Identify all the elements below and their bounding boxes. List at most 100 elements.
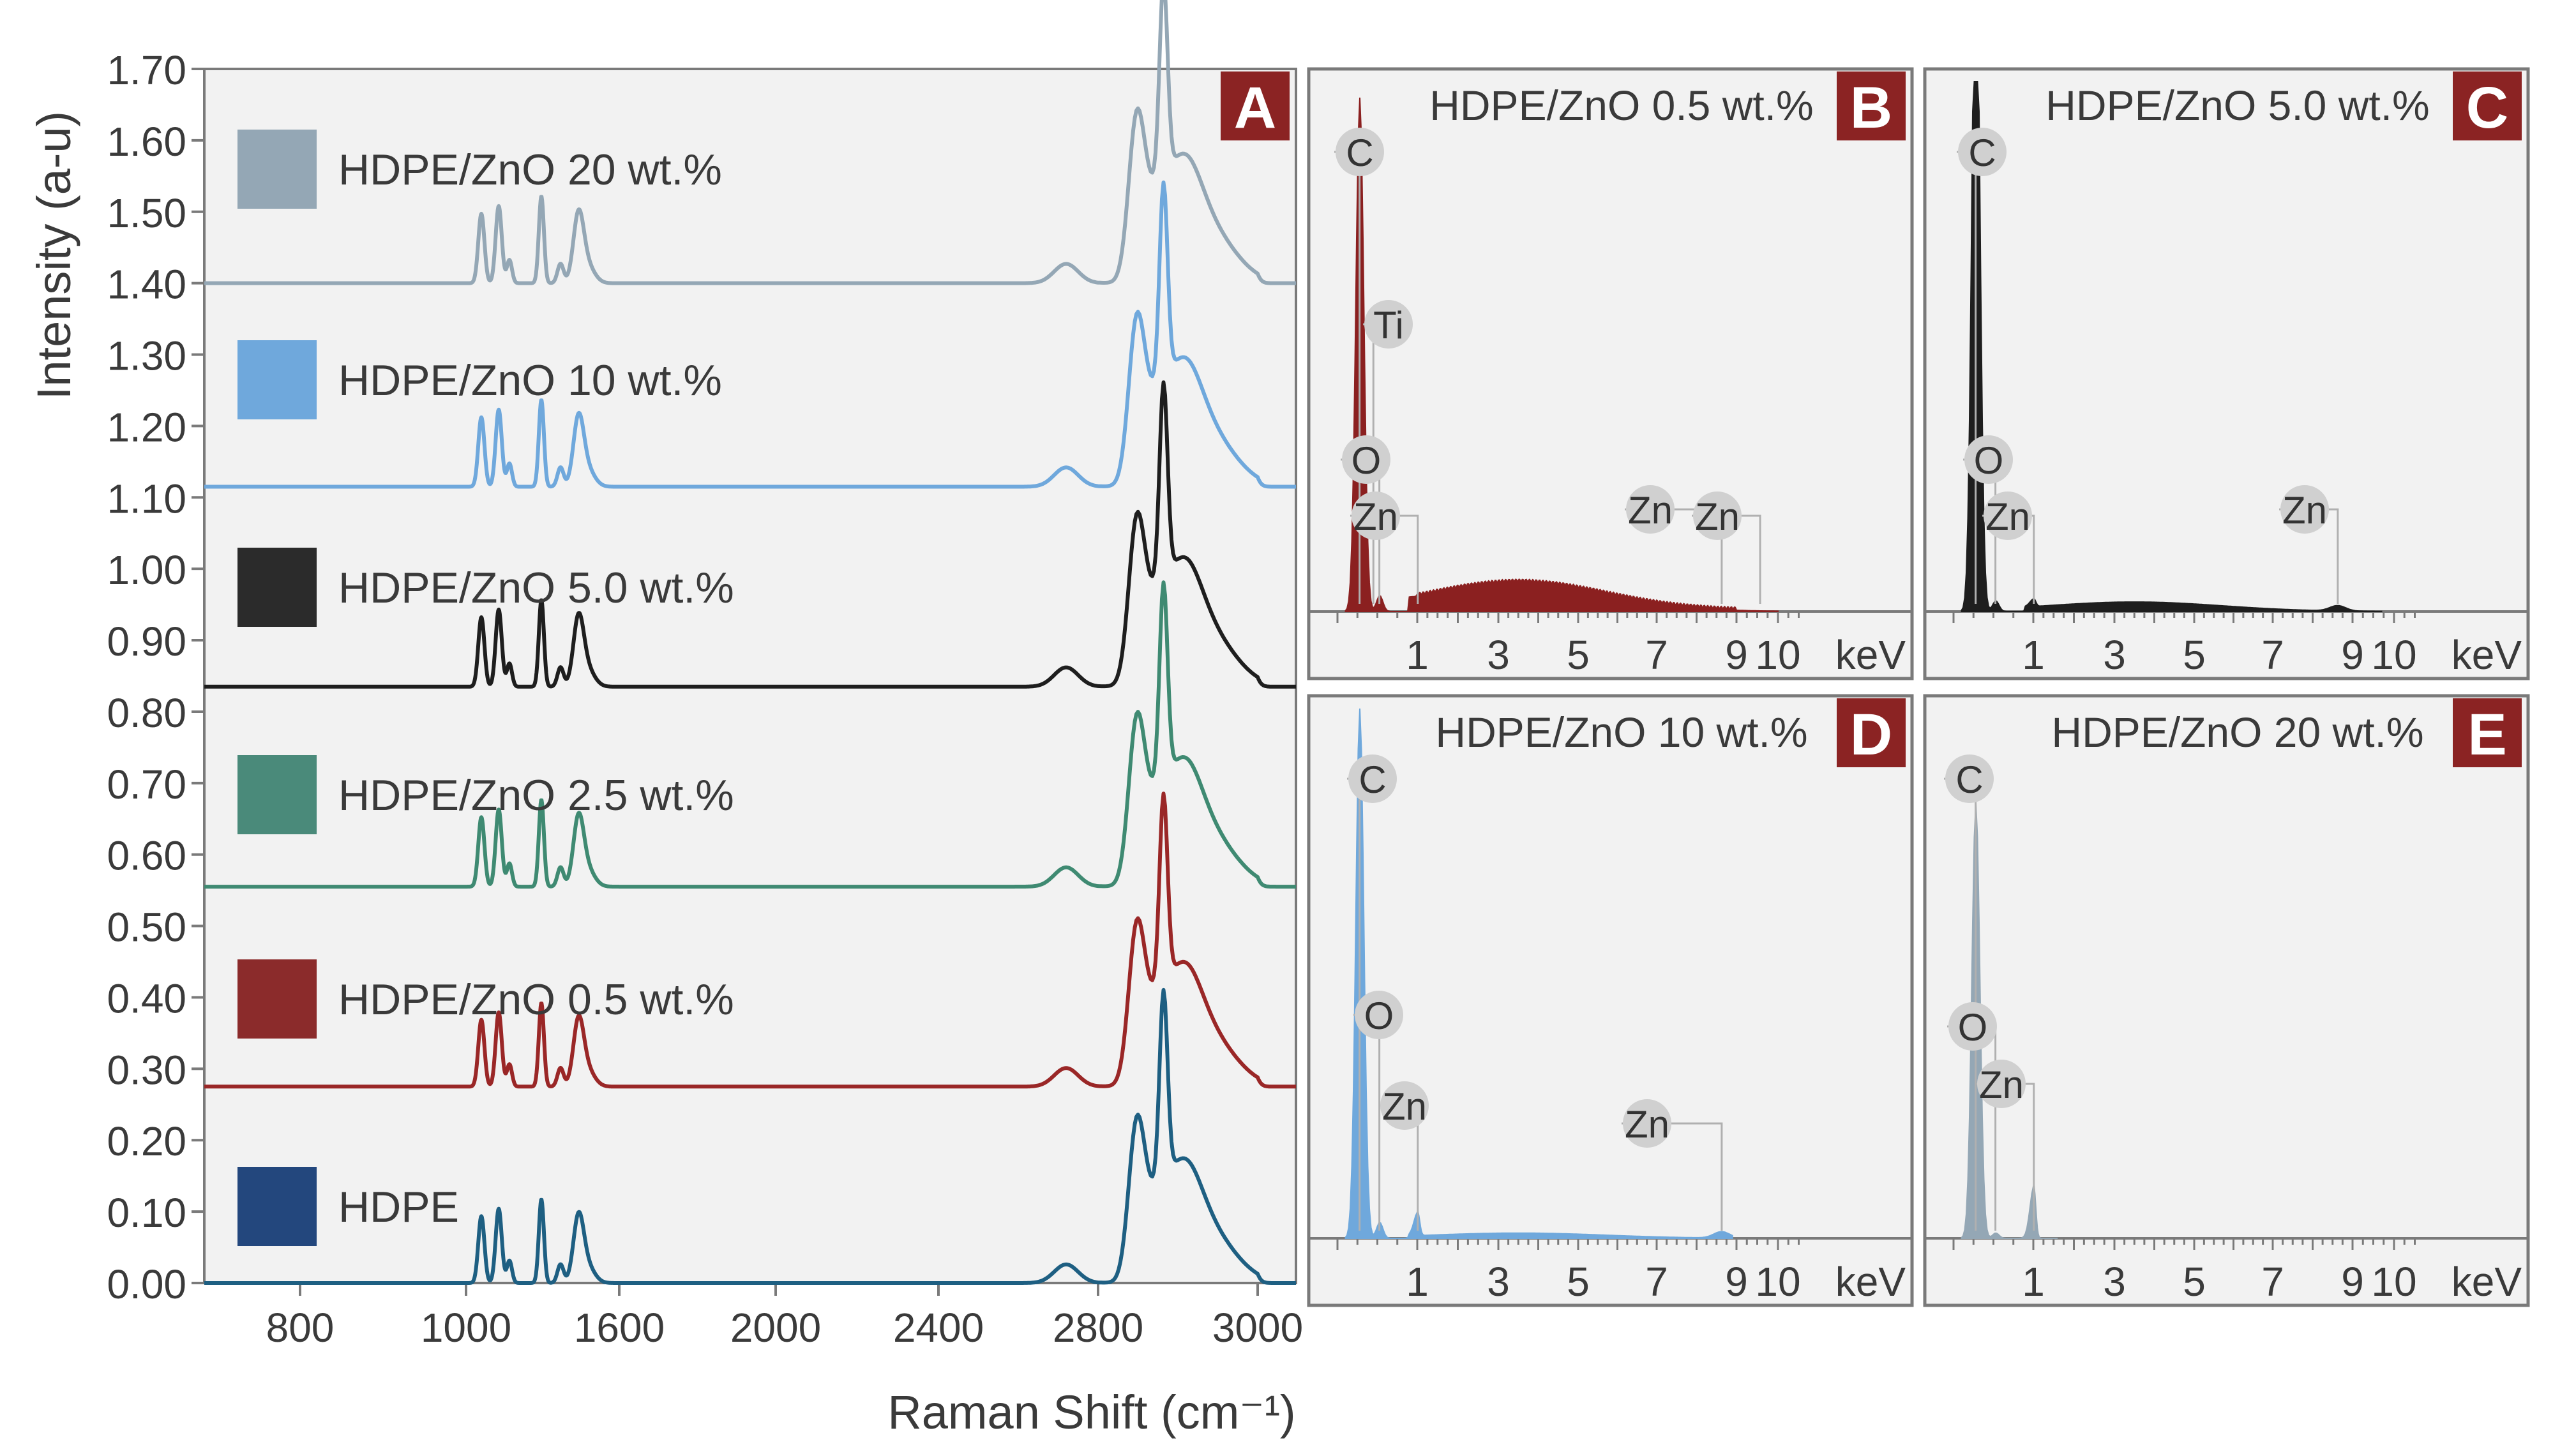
y-tick-label: 1.50 bbox=[107, 190, 186, 236]
element-circle bbox=[2280, 485, 2329, 534]
y-tick-label: 0.10 bbox=[107, 1190, 186, 1236]
element-label: Zn bbox=[1382, 1085, 1427, 1128]
element-circle bbox=[1355, 991, 1403, 1039]
legend-label-0: HDPE bbox=[338, 1183, 459, 1231]
x-axis-title: Raman Shift (cm⁻¹) bbox=[887, 1386, 1295, 1439]
x-tick-label: 1000 bbox=[421, 1305, 511, 1351]
legend-label-1: HDPE/ZnO 0.5 wt.% bbox=[338, 975, 734, 1024]
legend-label-4: HDPE/ZnO 10 wt.% bbox=[338, 356, 722, 405]
x-tick-label: 800 bbox=[266, 1305, 335, 1351]
element-label: Zn bbox=[1979, 1063, 2024, 1106]
legend-label-2: HDPE/ZnO 2.5 wt.% bbox=[338, 771, 734, 820]
element-circle bbox=[1984, 492, 2032, 540]
panel-label-a: A bbox=[1234, 75, 1276, 140]
series-line-2 bbox=[203, 580, 1298, 889]
y-tick-label: 0.60 bbox=[107, 833, 186, 879]
eds-tick-label: 7 bbox=[1645, 632, 1668, 678]
eds-spectrum bbox=[1344, 97, 1779, 612]
panel-label-box bbox=[2453, 71, 2522, 140]
panel-label-box-a bbox=[1221, 71, 1290, 140]
eds-tick-label: 3 bbox=[1487, 1259, 1510, 1305]
y-tick-label: 0.40 bbox=[107, 975, 186, 1021]
element-label: O bbox=[1352, 439, 1382, 482]
eds-tick-label: 10 bbox=[2371, 632, 2416, 678]
raman-panel: 0.00 0.10 0.20 0.30 0.40 0.50 0.60 0.70 0.80 0.90… bbox=[27, 0, 1303, 1439]
y-tick-label: 1.10 bbox=[107, 476, 186, 522]
series-line-5 bbox=[203, 0, 1298, 285]
eds-tick-label: 5 bbox=[1567, 1259, 1590, 1305]
element-circle bbox=[1958, 128, 2007, 176]
y-tick-label: 1.30 bbox=[107, 333, 186, 379]
element-label: Zn bbox=[1353, 495, 1398, 538]
y-tick-label: 0.30 bbox=[107, 1047, 186, 1093]
element-circle bbox=[1342, 435, 1390, 484]
element-label: Zn bbox=[1625, 1103, 1669, 1146]
element-circle bbox=[1977, 1060, 2026, 1108]
eds-tick-label: 3 bbox=[2103, 1259, 2126, 1305]
eds-plot-area bbox=[1307, 694, 1914, 1307]
panel-label: E bbox=[2467, 702, 2506, 767]
eds-tick-label: 9 bbox=[2341, 632, 2364, 678]
element-label: O bbox=[1974, 439, 2004, 482]
series-line-3 bbox=[203, 380, 1298, 689]
element-circle bbox=[1623, 1099, 1671, 1148]
element-circle bbox=[1945, 754, 1994, 803]
y-axis-title: Intensity (a-u) bbox=[27, 111, 80, 400]
element-circle bbox=[1693, 492, 1742, 540]
legend-swatch-5 bbox=[237, 130, 317, 209]
eds-tick-label: 3 bbox=[2103, 632, 2126, 678]
eds-title: HDPE/ZnO 5.0 wt.% bbox=[2045, 82, 2430, 129]
y-tick-label: 0.20 bbox=[107, 1118, 186, 1164]
element-label: C bbox=[1359, 758, 1386, 801]
x-tick-label: 2800 bbox=[1053, 1305, 1143, 1351]
eds-tick-label: 9 bbox=[1725, 1259, 1748, 1305]
series-line-1 bbox=[203, 792, 1298, 1089]
y-tick-label: 1.60 bbox=[107, 119, 186, 165]
element-label: Zn bbox=[1695, 495, 1740, 538]
eds-title: HDPE/ZnO 0.5 wt.% bbox=[1429, 82, 1814, 129]
x-tick-label: 1600 bbox=[574, 1305, 665, 1351]
panel-label: C bbox=[2466, 75, 2508, 140]
eds-tick-label: 5 bbox=[2183, 632, 2206, 678]
element-label: Zn bbox=[1628, 489, 1673, 532]
eds-tick-label: 5 bbox=[2183, 1259, 2206, 1305]
eds-tick-label: 1 bbox=[2022, 1259, 2045, 1305]
y-tick-label: 1.20 bbox=[107, 404, 186, 450]
legend-swatch-4 bbox=[237, 340, 317, 419]
element-circle bbox=[1364, 300, 1413, 349]
series-line-4 bbox=[203, 180, 1298, 489]
eds-tick-label: 3 bbox=[1487, 632, 1510, 678]
element-label: Zn bbox=[1985, 495, 2030, 538]
eds-panel-c: 1 3 5 7 9 10 keV HDPE/ZnO 5.0 wt.% C C O Zn Zn bbox=[1923, 67, 2530, 680]
panel-label: D bbox=[1850, 702, 1892, 767]
y-tick-label: 0.00 bbox=[107, 1261, 186, 1307]
legend-swatch-3 bbox=[237, 548, 317, 627]
element-circle bbox=[1348, 754, 1397, 803]
y-tick-label: 0.90 bbox=[107, 619, 186, 664]
element-circle bbox=[1626, 485, 1675, 534]
panel-label-box bbox=[1837, 698, 1906, 767]
eds-unit-label: keV bbox=[1835, 632, 1906, 678]
element-circle bbox=[1380, 1081, 1429, 1130]
eds-tick-label: 9 bbox=[2341, 1259, 2364, 1305]
eds-panel-d: 1 3 5 7 9 10 keV HDPE/ZnO 10 wt.% D C O Zn Zn bbox=[1307, 694, 1914, 1307]
element-label: O bbox=[1958, 1006, 1988, 1049]
y-tick-label: 0.50 bbox=[107, 904, 186, 950]
legend-swatch-2 bbox=[237, 755, 317, 834]
panel-label-box bbox=[1837, 71, 1906, 140]
eds-tick-label: 7 bbox=[2261, 1259, 2284, 1305]
eds-title: HDPE/ZnO 20 wt.% bbox=[2051, 709, 2423, 756]
eds-tick-label: 1 bbox=[1406, 632, 1429, 678]
eds-plot-area bbox=[1923, 67, 2530, 680]
element-circle bbox=[1336, 128, 1384, 176]
y-tick-label: 1.00 bbox=[107, 547, 186, 593]
x-tick-label: 2400 bbox=[893, 1305, 984, 1351]
element-label: C bbox=[1346, 131, 1373, 174]
panel-label: B bbox=[1850, 75, 1892, 140]
y-tick-label: 0.70 bbox=[107, 762, 186, 807]
eds-tick-label: 7 bbox=[2261, 632, 2284, 678]
y-tick-label: 0.80 bbox=[107, 690, 186, 736]
eds-tick-label: 5 bbox=[1567, 632, 1590, 678]
eds-plot-area bbox=[1923, 694, 2530, 1307]
legend-swatch-0 bbox=[237, 1167, 317, 1246]
